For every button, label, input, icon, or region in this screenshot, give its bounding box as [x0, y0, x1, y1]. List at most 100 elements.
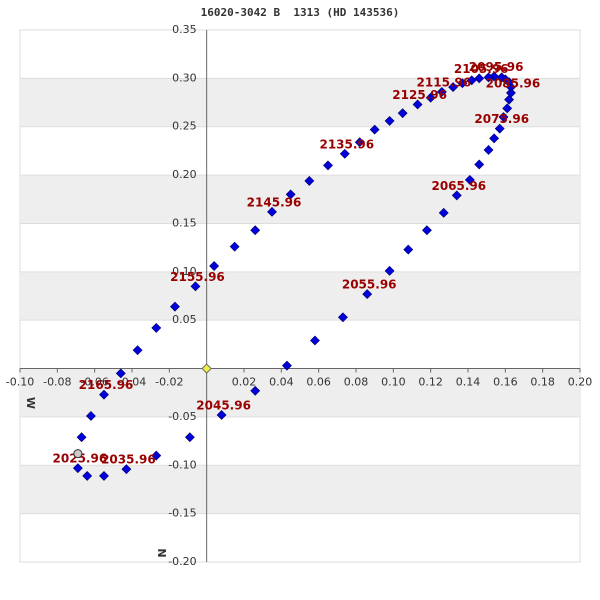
- orbit-point: [72, 463, 83, 474]
- orbit-point: [250, 225, 261, 236]
- orbit-point: [86, 411, 96, 421]
- orbit-point: [151, 450, 162, 461]
- orbit-point: [190, 281, 201, 292]
- orbit-point: [99, 470, 109, 481]
- y-tick-label: 0.20: [172, 168, 197, 181]
- orbit-point: [304, 175, 315, 186]
- orbit-point: [502, 103, 513, 114]
- orbit-point: [451, 190, 462, 201]
- orbit-point: [422, 225, 432, 236]
- y-tick-label: 0.15: [172, 216, 197, 229]
- x-tick-label: 0.16: [493, 376, 518, 389]
- orbit-point: [464, 175, 475, 185]
- y-tick-label: -0.20: [168, 555, 196, 568]
- orbit-point: [132, 345, 143, 356]
- x-tick-label: 0.18: [530, 376, 555, 389]
- y-tick-label: 0.25: [172, 120, 197, 133]
- epoch-label: 2135.96: [319, 137, 374, 151]
- epoch-label: 2095.96: [469, 60, 524, 74]
- epoch-label: 2155.96: [170, 270, 225, 284]
- orbit-point: [403, 244, 414, 255]
- orbit-point: [483, 145, 494, 155]
- orbit-point: [99, 389, 109, 400]
- y-axis-label: N: [155, 548, 168, 557]
- epoch-label: 2035.96: [101, 453, 156, 467]
- y-tick-label: -0.10: [168, 458, 196, 471]
- grid-band: [20, 175, 580, 224]
- primary-star: [201, 363, 212, 374]
- orbit-point: [412, 99, 423, 110]
- orbit-point: [216, 410, 227, 420]
- epoch-label: 2045.96: [196, 398, 251, 412]
- x-tick-label: -0.08: [43, 376, 71, 389]
- epoch-label: 2065.96: [431, 179, 486, 193]
- orbit-point: [362, 289, 373, 299]
- orbit-point: [323, 160, 333, 171]
- orbit-point: [474, 159, 485, 170]
- grid-band: [20, 368, 580, 417]
- epoch-label: 2165.96: [79, 378, 134, 392]
- grid-band: [20, 78, 580, 127]
- y-tick-label: 0.10: [172, 265, 197, 278]
- y-tick-label: 0.05: [172, 313, 197, 326]
- chart-title: 16020-3042 B 1313 (HD 143536): [201, 6, 400, 19]
- orbit-point: [494, 123, 505, 134]
- orbit-point: [489, 71, 500, 82]
- x-tick-label: -0.10: [6, 376, 34, 389]
- orbit-point: [121, 464, 132, 475]
- highlight-point: [73, 449, 83, 459]
- orbit-point: [384, 265, 395, 276]
- x-tick-label: -0.04: [118, 376, 146, 389]
- orbit-point: [369, 124, 380, 135]
- orbit-point: [282, 360, 292, 371]
- orbit-point: [466, 75, 477, 86]
- grid-band: [20, 465, 580, 514]
- x-tick-label: -0.06: [80, 376, 108, 389]
- epoch-label: 2125.96: [392, 88, 447, 102]
- x-tick-label: 0.14: [456, 376, 481, 389]
- orbit-point: [229, 241, 240, 252]
- y-tick-label: 0.35: [172, 23, 197, 36]
- epoch-label: 2115.96: [417, 75, 472, 89]
- orbit-point: [82, 470, 93, 481]
- epoch-label: 2075.96: [474, 112, 529, 126]
- orbit-point: [354, 137, 365, 148]
- orbit-point: [496, 72, 507, 83]
- x-tick-label: 0.20: [568, 376, 593, 389]
- x-tick-label: 0.04: [269, 376, 294, 389]
- orbit-point: [483, 72, 494, 83]
- orbit-point: [339, 148, 350, 159]
- orbit-point: [151, 322, 162, 333]
- x-tick-label: 0.02: [232, 376, 257, 389]
- orbit-point: [425, 92, 436, 103]
- x-tick-label: 0.12: [418, 376, 443, 389]
- epoch-label: 2025.96: [53, 452, 108, 466]
- orbit-point: [504, 94, 514, 105]
- y-tick-label: -0.05: [168, 410, 196, 423]
- orbit-point: [506, 87, 516, 98]
- orbit-point: [115, 368, 126, 379]
- y-tick-label: 0.30: [172, 71, 197, 84]
- epoch-label: 2105.96: [454, 62, 509, 76]
- orbit-point: [397, 108, 408, 119]
- orbit-point: [250, 385, 261, 396]
- orbit-point: [457, 78, 468, 89]
- x-tick-label: 0.06: [306, 376, 331, 389]
- orbit-point: [338, 312, 348, 323]
- epoch-label: 2055.96: [342, 278, 397, 292]
- orbit-point: [448, 82, 458, 92]
- epoch-label: 2145.96: [247, 195, 302, 209]
- orbit-point: [384, 115, 395, 126]
- x-tick-label: 0.10: [381, 376, 406, 389]
- orbit-point: [209, 261, 220, 271]
- y-tick-label: -0.15: [168, 507, 196, 520]
- orbit-point: [489, 133, 500, 144]
- grid-band: [20, 271, 580, 321]
- orbit-point: [184, 432, 195, 443]
- x-axis-label: W: [24, 397, 37, 409]
- orbit-point: [474, 73, 485, 84]
- orbit-point: [267, 206, 277, 217]
- epoch-label: 2085.96: [486, 76, 541, 90]
